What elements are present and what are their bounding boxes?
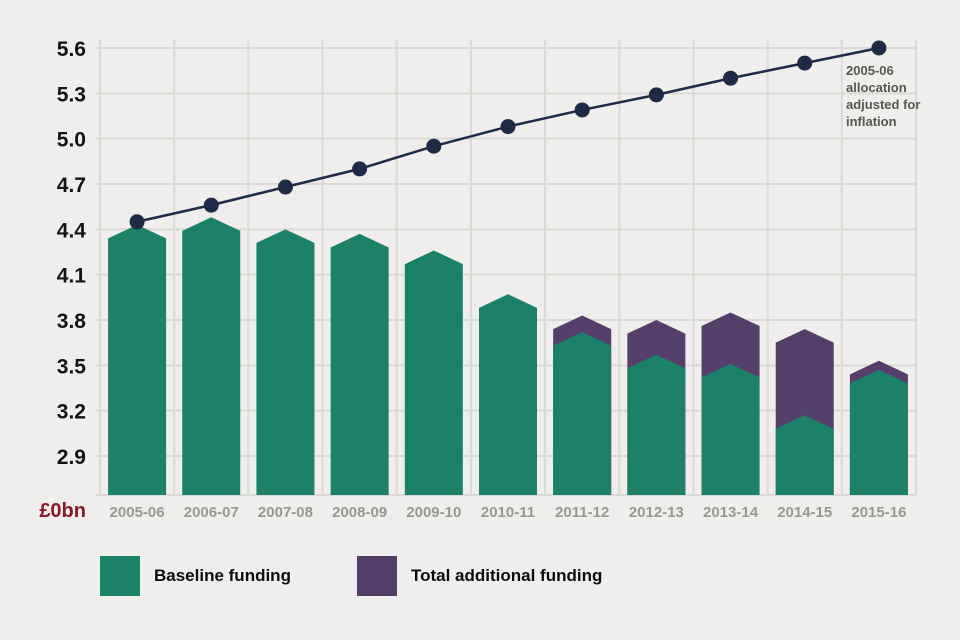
bar-baseline-2009-10	[404, 250, 463, 495]
x-axis-label-2006-07: 2006-07	[184, 504, 239, 521]
y-axis-tick-label: 4.4	[57, 219, 87, 242]
inflation-point-2010-11	[500, 119, 516, 135]
y-axis-tick-label: 4.7	[57, 174, 86, 197]
inflation-point-2009-10	[426, 138, 442, 154]
x-axis-label-2013-14: 2013-14	[703, 504, 759, 521]
y-axis-tick-label: 3.5	[57, 355, 87, 378]
inflation-point-2014-15	[797, 55, 813, 71]
x-axis-label-2015-16: 2015-16	[851, 504, 906, 521]
inflation-point-2015-16	[871, 40, 887, 56]
x-axis-label-2005-06: 2005-06	[110, 504, 165, 521]
legend-label-baseline: Baseline funding	[154, 566, 291, 585]
y-axis-tick-label: 3.8	[57, 310, 87, 333]
bar-baseline-2011-12	[553, 332, 612, 495]
x-axis-label-2008-09: 2008-09	[332, 504, 387, 521]
legend-item-baseline: Baseline funding	[100, 556, 291, 596]
inflation-point-2008-09	[352, 161, 368, 177]
x-axis-label-2009-10: 2009-10	[406, 504, 461, 521]
bar-baseline-2012-13	[627, 354, 686, 495]
y-axis-tick-label: 5.0	[57, 129, 86, 152]
bar-baseline-2007-08	[256, 229, 315, 496]
bar-baseline-2015-16	[849, 369, 908, 495]
x-axis-label-2007-08: 2007-08	[258, 504, 313, 521]
x-axis-label-2010-11: 2010-11	[481, 504, 535, 521]
legend-swatch-baseline	[100, 556, 140, 596]
bar-baseline-2014-15	[775, 415, 834, 495]
y-axis-tick-label: 2.9	[57, 446, 86, 469]
line-annotation: 2005-06 allocation adjusted for inflatio…	[846, 63, 921, 130]
legend-item-additional: Total additional funding	[356, 556, 603, 596]
legend-label-additional: Total additional funding	[410, 566, 603, 585]
bar-baseline-2008-09	[330, 233, 389, 495]
x-axis-label-2011-12: 2011-12	[555, 504, 609, 521]
inflation-point-2011-12	[574, 102, 590, 118]
inflation-point-2005-06	[129, 214, 145, 230]
inflation-point-2007-08	[277, 179, 293, 195]
bar-baseline-2005-06	[108, 224, 167, 496]
bar-baseline-2010-11	[479, 294, 537, 495]
chart-legend: Baseline funding Total additional fundin…	[100, 556, 602, 596]
legend-swatch-additional	[356, 556, 397, 596]
y-axis-tick-label: 3.2	[57, 401, 86, 424]
inflation-point-2012-13	[648, 87, 664, 103]
x-axis-label-2014-15: 2014-15	[777, 504, 832, 521]
bar-baseline-2006-07	[182, 217, 241, 495]
y-axis-zero-label: £0bn	[39, 500, 86, 522]
bar-baseline-2013-14	[701, 363, 760, 495]
y-axis-tick-label: 4.1	[57, 265, 87, 288]
y-axis-tick-label: 5.3	[57, 83, 86, 106]
inflation-point-2006-07	[203, 197, 219, 213]
x-axis-label-2012-13: 2012-13	[629, 504, 684, 521]
chart-canvas: 5.6 5.3 5.0 4.7 4.4 4.1 3.8 3.5 3.2 2.9 £0bn 2005-0…	[39, 38, 917, 522]
inflation-point-2013-14	[723, 70, 739, 86]
y-axis-tick-label: 5.6	[57, 38, 86, 61]
